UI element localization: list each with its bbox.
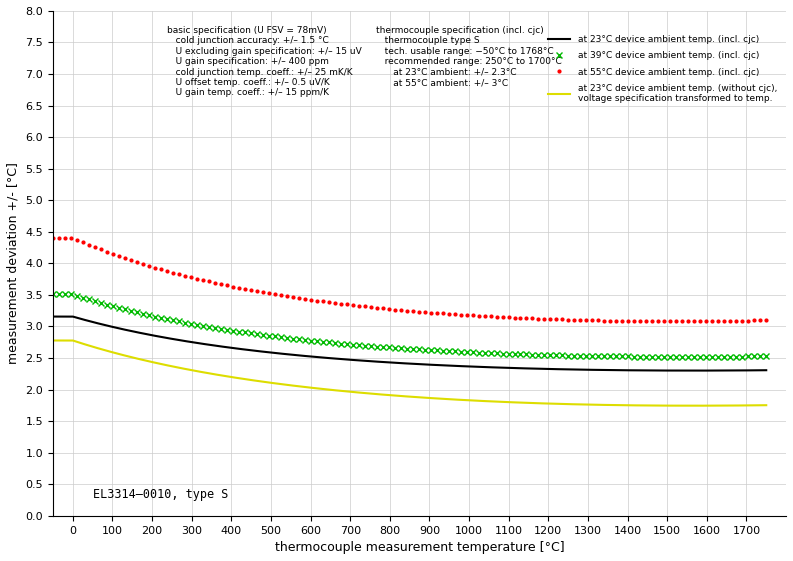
at 55°C device ambient temp. (incl. cjc): [48, 234, 58, 241]
at 55°C device ambient temp. (incl. cjc): [444, 311, 454, 318]
at 23°C device ambient temp. (incl. cjc): [85, 318, 94, 324]
Line: at 39°C device ambient temp. (incl. cjc): at 39°C device ambient temp. (incl. cjc): [50, 292, 769, 360]
Line: at 23°C device ambient temp. (incl. cjc): at 23°C device ambient temp. (incl. cjc): [53, 316, 766, 371]
at 23°C device ambient temp. (incl. cjc): [741, 367, 750, 374]
at 55°C device ambient temp. (incl. cjc): [540, 315, 550, 322]
at 23°C device ambient temp. (incl. cjc): [741, 367, 751, 374]
at 55°C device ambient temp. (incl. cjc): [611, 318, 621, 324]
at 39°C device ambient temp. (incl. cjc): [744, 353, 753, 360]
at 39°C device ambient temp. (incl. cjc): [684, 353, 693, 360]
at 23°C device ambient temp. (without cjc),
voltage specification transformed to temp.: [741, 402, 751, 409]
at 55°C device ambient temp. (incl. cjc): [198, 277, 208, 283]
at 55°C device ambient temp. (incl. cjc): [761, 317, 771, 324]
at 39°C device ambient temp. (incl. cjc): [611, 353, 621, 360]
at 23°C device ambient temp. (incl. cjc): [688, 367, 698, 374]
Legend: at 23°C device ambient temp. (incl. cjc), at 39°C device ambient temp. (incl. cj: at 23°C device ambient temp. (incl. cjc)…: [543, 31, 782, 108]
at 39°C device ambient temp. (incl. cjc): [48, 291, 58, 298]
at 39°C device ambient temp. (incl. cjc): [444, 348, 454, 355]
at 23°C device ambient temp. (without cjc),
voltage specification transformed to temp.: [395, 393, 404, 399]
at 23°C device ambient temp. (incl. cjc): [48, 313, 58, 320]
Text: EL3314–0010, type S: EL3314–0010, type S: [93, 488, 228, 501]
at 23°C device ambient temp. (without cjc),
voltage specification transformed to temp.: [610, 402, 619, 408]
at 23°C device ambient temp. (without cjc),
voltage specification transformed to temp.: [688, 402, 698, 409]
Line: at 23°C device ambient temp. (without cjc),
voltage specification transformed to temp.: at 23°C device ambient temp. (without cj…: [53, 341, 766, 406]
at 23°C device ambient temp. (without cjc),
voltage specification transformed to temp.: [85, 342, 94, 349]
at 39°C device ambient temp. (incl. cjc): [198, 323, 208, 329]
at 23°C device ambient temp. (incl. cjc): [610, 367, 619, 374]
at 23°C device ambient temp. (without cjc),
voltage specification transformed to temp.: [376, 391, 385, 398]
Line: at 55°C device ambient temp. (incl. cjc): at 55°C device ambient temp. (incl. cjc): [50, 235, 769, 324]
at 55°C device ambient temp. (incl. cjc): [744, 317, 753, 324]
at 55°C device ambient temp. (incl. cjc): [240, 286, 250, 292]
at 23°C device ambient temp. (without cjc),
voltage specification transformed to temp.: [48, 337, 58, 344]
at 55°C device ambient temp. (incl. cjc): [672, 318, 681, 324]
X-axis label: thermocouple measurement temperature [°C]: thermocouple measurement temperature [°C…: [274, 541, 565, 554]
Text: thermocouple specification (incl. cjc)
   thermocouple type S
   tech. usable ra: thermocouple specification (incl. cjc) t…: [376, 26, 561, 87]
at 23°C device ambient temp. (without cjc),
voltage specification transformed to temp.: [741, 402, 750, 409]
at 23°C device ambient temp. (without cjc),
voltage specification transformed to temp.: [761, 402, 771, 408]
at 23°C device ambient temp. (incl. cjc): [761, 367, 771, 374]
at 23°C device ambient temp. (incl. cjc): [376, 358, 385, 365]
Y-axis label: measurement deviation +/- [°C]: measurement deviation +/- [°C]: [7, 163, 20, 364]
at 39°C device ambient temp. (incl. cjc): [240, 329, 250, 336]
Text: basic specification (U FSV = 78mV)
   cold junction accuracy: +/– 1.5 °C
   U ex: basic specification (U FSV = 78mV) cold …: [167, 26, 362, 98]
at 23°C device ambient temp. (incl. cjc): [395, 360, 404, 366]
at 39°C device ambient temp. (incl. cjc): [540, 352, 550, 358]
at 39°C device ambient temp. (incl. cjc): [761, 353, 771, 360]
